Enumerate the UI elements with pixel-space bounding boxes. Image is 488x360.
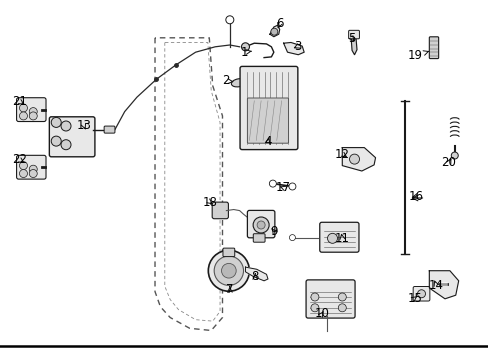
Text: 12: 12 bbox=[334, 148, 349, 161]
Circle shape bbox=[310, 304, 318, 312]
Circle shape bbox=[417, 290, 425, 298]
Polygon shape bbox=[245, 267, 267, 281]
Text: 19: 19 bbox=[407, 49, 428, 62]
FancyBboxPatch shape bbox=[319, 222, 358, 252]
Ellipse shape bbox=[231, 79, 245, 87]
Circle shape bbox=[338, 304, 346, 312]
Polygon shape bbox=[269, 25, 279, 37]
Circle shape bbox=[288, 183, 295, 190]
Text: 18: 18 bbox=[203, 196, 217, 209]
Circle shape bbox=[51, 136, 61, 146]
FancyBboxPatch shape bbox=[17, 155, 46, 179]
Circle shape bbox=[29, 112, 37, 120]
FancyBboxPatch shape bbox=[253, 234, 264, 242]
Circle shape bbox=[61, 140, 71, 150]
Circle shape bbox=[221, 264, 236, 278]
Text: 13: 13 bbox=[77, 120, 91, 132]
FancyBboxPatch shape bbox=[223, 248, 234, 257]
Circle shape bbox=[241, 43, 249, 51]
FancyBboxPatch shape bbox=[247, 210, 274, 238]
FancyBboxPatch shape bbox=[412, 287, 429, 301]
Circle shape bbox=[289, 235, 295, 240]
Circle shape bbox=[20, 104, 27, 112]
FancyBboxPatch shape bbox=[240, 66, 297, 150]
Polygon shape bbox=[283, 42, 304, 55]
Text: 4: 4 bbox=[264, 135, 271, 148]
Text: 20: 20 bbox=[441, 156, 455, 169]
Text: 10: 10 bbox=[314, 307, 328, 320]
Circle shape bbox=[269, 180, 276, 187]
Circle shape bbox=[327, 233, 337, 243]
FancyBboxPatch shape bbox=[212, 202, 228, 219]
FancyBboxPatch shape bbox=[104, 126, 115, 133]
Circle shape bbox=[214, 256, 243, 285]
Polygon shape bbox=[428, 271, 458, 299]
Circle shape bbox=[51, 117, 61, 127]
Text: 21: 21 bbox=[12, 95, 27, 108]
Polygon shape bbox=[350, 38, 356, 55]
Text: 5: 5 bbox=[347, 32, 355, 45]
Text: 22: 22 bbox=[12, 153, 27, 166]
Circle shape bbox=[225, 16, 233, 24]
Circle shape bbox=[450, 152, 457, 159]
Text: 7: 7 bbox=[225, 283, 233, 296]
Circle shape bbox=[20, 112, 27, 120]
Text: 9: 9 bbox=[269, 225, 277, 238]
Text: 17: 17 bbox=[276, 181, 290, 194]
Circle shape bbox=[29, 170, 37, 177]
Text: 14: 14 bbox=[428, 279, 443, 292]
Circle shape bbox=[310, 293, 318, 301]
Text: 3: 3 bbox=[294, 40, 302, 53]
FancyBboxPatch shape bbox=[49, 117, 95, 157]
Circle shape bbox=[349, 154, 359, 164]
Circle shape bbox=[208, 250, 249, 291]
Circle shape bbox=[29, 108, 37, 116]
Text: 6: 6 bbox=[275, 17, 283, 30]
Text: 1: 1 bbox=[240, 46, 251, 59]
Text: 8: 8 bbox=[251, 270, 259, 283]
FancyBboxPatch shape bbox=[305, 280, 354, 318]
Circle shape bbox=[20, 162, 27, 170]
Circle shape bbox=[61, 121, 71, 131]
Circle shape bbox=[20, 170, 27, 177]
Circle shape bbox=[29, 165, 37, 173]
Polygon shape bbox=[342, 148, 375, 171]
Text: 16: 16 bbox=[408, 190, 423, 203]
FancyBboxPatch shape bbox=[428, 37, 438, 59]
Circle shape bbox=[253, 217, 268, 233]
FancyBboxPatch shape bbox=[17, 98, 46, 122]
FancyBboxPatch shape bbox=[348, 30, 359, 39]
Circle shape bbox=[338, 293, 346, 301]
Circle shape bbox=[270, 28, 277, 35]
FancyBboxPatch shape bbox=[247, 98, 288, 143]
Circle shape bbox=[257, 221, 264, 229]
Text: 11: 11 bbox=[334, 232, 349, 245]
Text: 15: 15 bbox=[407, 292, 421, 305]
Text: 2: 2 bbox=[222, 75, 232, 87]
